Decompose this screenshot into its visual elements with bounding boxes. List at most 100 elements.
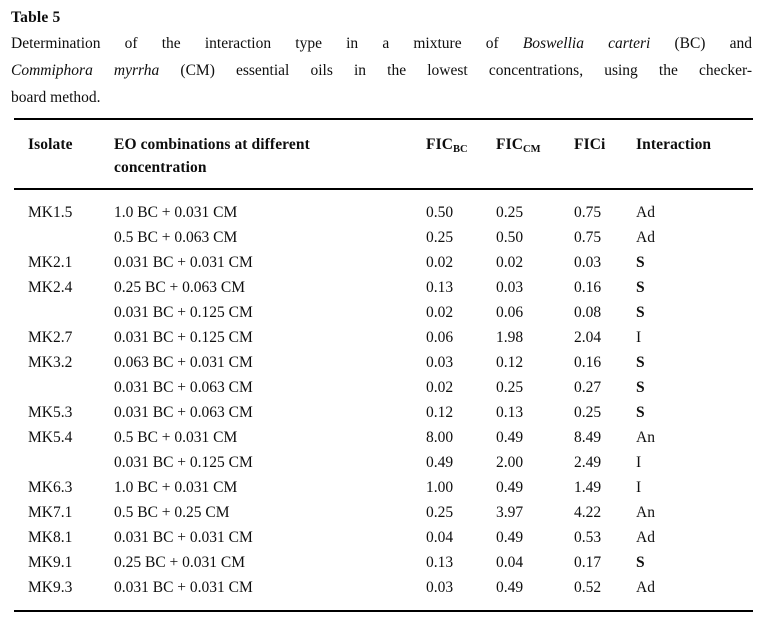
interaction-cell: An: [636, 504, 655, 521]
isolate-cell: [14, 375, 114, 400]
col-header-combination-line1: EO combinations at different: [114, 136, 310, 153]
combination-cell: 0.25 BC + 0.031 CM: [114, 554, 246, 571]
interaction-cell: S: [636, 304, 645, 321]
fici-cell: 4.22: [574, 504, 602, 521]
col-header-fic-bc: FICBC: [426, 119, 496, 190]
combination-cell: 0.031 BC + 0.063 CM: [114, 404, 253, 421]
fic-bc-cell: 0.02: [426, 254, 454, 271]
table-row: MK6.3 1.0 BC + 0.031 CM 1.00 0.49 1.49 I: [14, 475, 753, 500]
interaction-cell: S: [636, 354, 645, 371]
table-row: MK8.1 0.031 BC + 0.031 CM 0.04 0.49 0.53…: [14, 525, 753, 550]
interaction-cell: I: [636, 329, 642, 346]
table-row: 0.031 BC + 0.125 CM 0.02 0.06 0.08 S: [14, 300, 753, 325]
fici-cell: 0.17: [574, 554, 602, 571]
fic-cm-cell: 3.97: [496, 504, 524, 521]
caption-text-2: (BC) and: [650, 35, 752, 52]
isolate-cell: MK2.7: [28, 329, 73, 346]
table-row: MK3.2 0.063 BC + 0.031 CM 0.03 0.12 0.16…: [14, 350, 753, 375]
interaction-cell: Ad: [636, 229, 655, 246]
fic-bc-cell: 8.00: [426, 429, 454, 446]
fic-cm-cell: 0.13: [496, 404, 524, 421]
fici-cell: 0.16: [574, 354, 602, 371]
table-row: 0.5 BC + 0.063 CM 0.25 0.50 0.75 Ad: [14, 225, 753, 250]
combination-cell: 1.0 BC + 0.031 CM: [114, 204, 238, 221]
fici-cell: 0.25: [574, 404, 602, 421]
caption-line-1: Determination of the interaction type in…: [11, 30, 752, 57]
table-row: MK1.5 1.0 BC + 0.031 CM 0.50 0.25 0.75 A…: [14, 189, 753, 225]
fici-cell: 0.16: [574, 279, 602, 296]
fici-cell: 2.49: [574, 454, 602, 471]
col-header-fici: FICi: [574, 119, 636, 190]
combination-cell: 0.031 BC + 0.031 CM: [114, 529, 253, 546]
caption-text-1: Determination of the interaction type in…: [11, 35, 523, 52]
fic-bc-cell: 0.06: [426, 329, 454, 346]
table-row: MK5.3 0.031 BC + 0.063 CM 0.12 0.13 0.25…: [14, 400, 753, 425]
fic-bc-cell: 0.25: [426, 504, 454, 521]
fici-cell: 8.49: [574, 429, 602, 446]
combination-cell: 0.063 BC + 0.031 CM: [114, 354, 253, 371]
fic-cm-cell: 0.49: [496, 429, 524, 446]
combination-cell: 0.031 BC + 0.031 CM: [114, 579, 253, 596]
combination-cell: 0.031 BC + 0.063 CM: [114, 379, 253, 396]
isolate-cell: MK6.3: [28, 479, 73, 496]
interaction-cell: I: [636, 454, 642, 471]
interaction-cell: S: [636, 554, 645, 571]
table-row: 0.031 BC + 0.125 CM 0.49 2.00 2.49 I: [14, 450, 753, 475]
table-caption: Table 5 Determination of the interaction…: [11, 5, 753, 111]
fic-bc-cell: 0.49: [426, 454, 454, 471]
isolate-cell: MK9.3: [28, 579, 73, 596]
isolate-cell: MK2.1: [28, 254, 73, 271]
interaction-cell: An: [636, 429, 655, 446]
isolate-cell: MK8.1: [28, 529, 73, 546]
fic-bc-cell: 0.12: [426, 404, 454, 421]
fici-cell: 0.75: [574, 229, 602, 246]
interaction-cell: S: [636, 279, 645, 296]
table-row: MK2.1 0.031 BC + 0.031 CM 0.02 0.02 0.03…: [14, 250, 753, 275]
combination-cell: 0.031 BC + 0.125 CM: [114, 329, 253, 346]
combination-cell: 0.5 BC + 0.063 CM: [114, 229, 238, 246]
fic-cm-label: FIC: [496, 136, 523, 153]
header-row: Isolate EO combinations at different con…: [14, 119, 753, 190]
col-header-combination-line2: concentration: [114, 159, 207, 176]
interaction-cell: S: [636, 379, 645, 396]
isolate-cell: [14, 300, 114, 325]
fic-bc-cell: 0.03: [426, 579, 454, 596]
fici-cell: 0.53: [574, 529, 602, 546]
fici-cell: 2.04: [574, 329, 602, 346]
fic-cm-cell: 0.49: [496, 529, 524, 546]
interaction-cell: S: [636, 254, 645, 271]
combination-cell: 0.031 BC + 0.031 CM: [114, 254, 253, 271]
fici-cell: 0.75: [574, 204, 602, 221]
fic-bc-cell: 0.03: [426, 354, 454, 371]
isolate-cell: [14, 450, 114, 475]
interaction-cell: Ad: [636, 529, 655, 546]
col-header-interaction: Interaction: [636, 119, 753, 190]
fici-cell: 1.49: [574, 479, 602, 496]
table-row: 0.031 BC + 0.063 CM 0.02 0.25 0.27 S: [14, 375, 753, 400]
isolate-cell: MK5.4: [28, 429, 73, 446]
fic-cm-cell: 0.12: [496, 354, 524, 371]
combination-cell: 0.25 BC + 0.063 CM: [114, 279, 246, 296]
caption-line-3: board method.: [11, 89, 101, 106]
caption-text-3: (CM) essential oils in the lowest concen…: [159, 62, 753, 79]
fic-cm-cell: 0.25: [496, 204, 524, 221]
fic-bc-cell: 0.02: [426, 304, 454, 321]
fic-bc-cell: 0.13: [426, 279, 454, 296]
fic-bc-cell: 0.02: [426, 379, 454, 396]
fic-cm-cell: 0.25: [496, 379, 524, 396]
fic-bc-subscript: BC: [453, 144, 468, 155]
isolate-cell: MK7.1: [28, 504, 73, 521]
checkerboard-results-table: Isolate EO combinations at different con…: [14, 118, 753, 612]
fic-cm-cell: 0.04: [496, 554, 524, 571]
fic-cm-cell: 0.02: [496, 254, 524, 271]
table-row: MK7.1 0.5 BC + 0.25 CM 0.25 3.97 4.22 An: [14, 500, 753, 525]
interaction-cell: I: [636, 479, 642, 496]
table-row: MK2.4 0.25 BC + 0.063 CM 0.13 0.03 0.16 …: [14, 275, 753, 300]
fic-bc-cell: 1.00: [426, 479, 454, 496]
fic-bc-cell: 0.04: [426, 529, 454, 546]
fic-cm-cell: 0.50: [496, 229, 524, 246]
fic-cm-cell: 0.06: [496, 304, 524, 321]
fic-cm-cell: 0.03: [496, 279, 524, 296]
table-row: MK9.3 0.031 BC + 0.031 CM 0.03 0.49 0.52…: [14, 575, 753, 611]
fic-cm-cell: 0.49: [496, 579, 524, 596]
